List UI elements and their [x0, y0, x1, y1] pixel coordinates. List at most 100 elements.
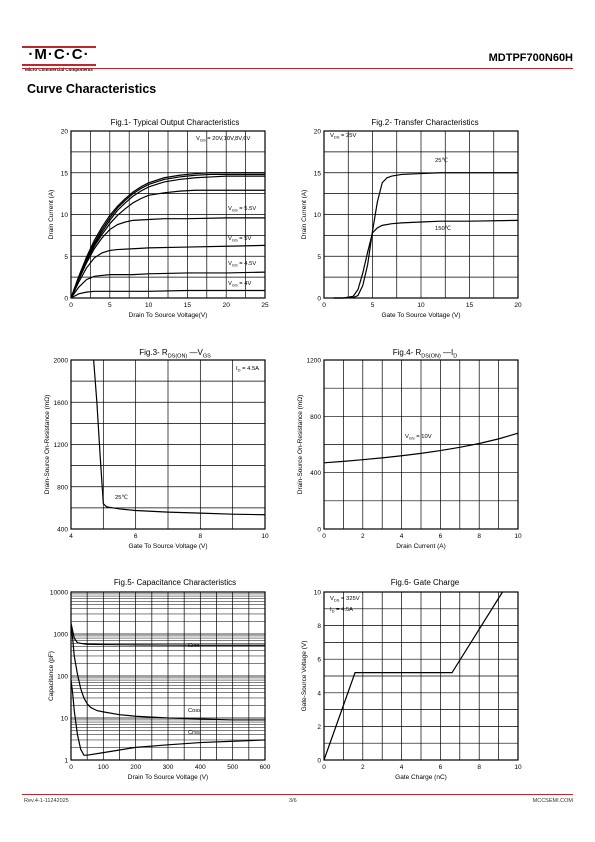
annotation-sub: GS [232, 208, 238, 213]
x-tick-label: 0 [322, 302, 326, 309]
x-tick-label: 400 [195, 764, 206, 771]
plot-frame [323, 359, 519, 530]
fig2-annotation: 25℃ [435, 157, 448, 164]
fig5-plot: 0 100 200 300 400 500 600 1 10 100 1000 10000 Drain … [48, 590, 271, 782]
mcc-logo: ·M·C·C· Micro Commercial Components [22, 46, 96, 72]
x-tick-label: 0 [69, 302, 73, 309]
annotation-sub: GS [232, 283, 238, 288]
x-axis-label: Drain Current (A) [396, 543, 445, 550]
fig4-plot: 0 2 4 6 8 10 0 400 800 1200 Drain Current (A) Drain… [297, 358, 522, 551]
fig3-title-dash: —V [187, 348, 203, 357]
x-axis-label: Gate To Source Voltage (V) [381, 312, 460, 319]
footer-page: 3/6 [289, 798, 297, 804]
annotation-main: I [236, 366, 238, 372]
x-axis-label: Drain To Source Voltage (V) [128, 774, 208, 781]
x-tick-label: 0 [322, 764, 326, 771]
logo-bottom-rule [22, 64, 96, 66]
y-tick-label: 20 [314, 129, 322, 136]
fig3-title-sub2: GS [202, 353, 211, 360]
x-tick-label: 4 [69, 533, 73, 540]
fig4-annotation: VGS = 10V [405, 434, 432, 441]
fig1-annotation: VGS = 4.5V [228, 261, 256, 268]
x-tick-label: 6 [439, 764, 443, 771]
fig2-series-line [333, 172, 518, 299]
fig2-series-line [333, 219, 519, 299]
fig1-annotation: VGS = 5.5V [228, 206, 256, 213]
y-tick-label: 2 [317, 724, 321, 731]
plot-frame [323, 591, 519, 761]
fig5-series-line [70, 679, 266, 756]
annotation-main: V [196, 136, 200, 142]
x-tick-label: 10 [261, 533, 269, 540]
y-axis-label: Drain-Source On-Resistance (mΩ) [297, 395, 304, 495]
plot-frame [70, 591, 266, 761]
x-tick-label: 8 [477, 764, 481, 771]
x-tick-label: 15 [466, 302, 474, 309]
fig1-series-line [70, 189, 265, 299]
y-tick-label: 0 [317, 296, 321, 303]
y-tick-label: 400 [310, 470, 321, 477]
annotation-sub: DS [334, 135, 340, 140]
fig4-title-sub2: D [453, 353, 458, 360]
fig1-series-line [70, 289, 265, 299]
fig5-series-line [70, 626, 265, 721]
x-tick-label: 15 [184, 302, 192, 309]
fig5-series-label: Coss [188, 708, 201, 714]
x-tick-label: 5 [108, 302, 112, 309]
x-tick-label: 10 [145, 302, 153, 309]
plot-frame [70, 359, 266, 530]
fig6-title: Fig.6- Gate Charge [390, 578, 460, 587]
annotation-rest: = 4.5A [241, 366, 260, 372]
y-tick-label: 5 [64, 254, 68, 261]
fig6-annotation: ID = 4.5A [330, 607, 353, 614]
x-tick-label: 4 [400, 533, 404, 540]
y-axis-label: Drain Current (A) [48, 190, 55, 239]
fig5-series-label: Ciss [188, 643, 199, 649]
fig1-series-line [70, 175, 265, 299]
logo-text: ·M·C·C· [28, 46, 90, 63]
annotation-rest: = 25V [339, 133, 356, 139]
x-tick-label: 8 [199, 533, 203, 540]
footer-website: MCCSEMI.COM [532, 798, 573, 804]
y-tick-label: 6 [317, 657, 321, 664]
x-tick-label: 10 [417, 302, 425, 309]
y-tick-label: 10000 [50, 590, 68, 597]
y-tick-label: 10 [61, 212, 69, 219]
y-tick-label: 2000 [54, 358, 69, 365]
fig4-title: Fig.4- RDS(ON) —ID [340, 348, 510, 360]
annotation-rest: = 325V [339, 596, 359, 602]
annotation-main: V [330, 133, 334, 139]
fig2-annotation: 150℃ [435, 225, 452, 232]
fig2-plot: 0 5 10 15 20 0 5 10 15 20 Gate To Source Voltage (… [301, 129, 522, 320]
x-tick-label: 8 [477, 533, 481, 540]
fig1-title: Fig.1- Typical Output Characteristics [110, 118, 240, 127]
fig1-annotation: VGS = 5V [228, 236, 251, 243]
annotation-main: V [228, 261, 232, 267]
fig1-series-line [70, 244, 266, 299]
fig4-title-dash: —I [440, 348, 454, 357]
annotation-sub: GS [200, 138, 206, 143]
fig1-plot: 0 5 10 15 20 25 0 5 10 15 20 Drain To Source Voltag… [48, 129, 269, 320]
y-axis-label: Capacitance (pF) [48, 651, 55, 701]
y-tick-label: 800 [310, 414, 321, 421]
y-axis-label: Drain-Source On-Resistance (mΩ) [44, 395, 51, 495]
annotation-rest: = 4V [238, 281, 252, 287]
y-tick-label: 8 [317, 623, 321, 630]
annotation-rest: = 5.5V [238, 206, 257, 212]
x-tick-label: 0 [69, 764, 73, 771]
x-axis-label: Drain To Source Voltage(V) [129, 312, 208, 319]
logo-top-rule [22, 46, 96, 48]
fig1-annotation: VGS = 20V,10V,8V,6V [196, 136, 250, 143]
fig2-annotation: VDS = 25V [330, 133, 356, 140]
fig1-series-line [70, 172, 265, 299]
fig3-title-main: Fig.3- R [139, 348, 168, 357]
x-tick-label: 300 [163, 764, 174, 771]
x-tick-label: 5 [371, 302, 375, 309]
fig3-title-sub: DS(ON) [167, 353, 188, 360]
annotation-sub: GS [232, 238, 238, 243]
x-tick-label: 25 [261, 302, 269, 309]
annotation-main: V [228, 281, 232, 287]
annotation-sub: GS [232, 263, 238, 268]
fig4-series-line [323, 432, 519, 464]
